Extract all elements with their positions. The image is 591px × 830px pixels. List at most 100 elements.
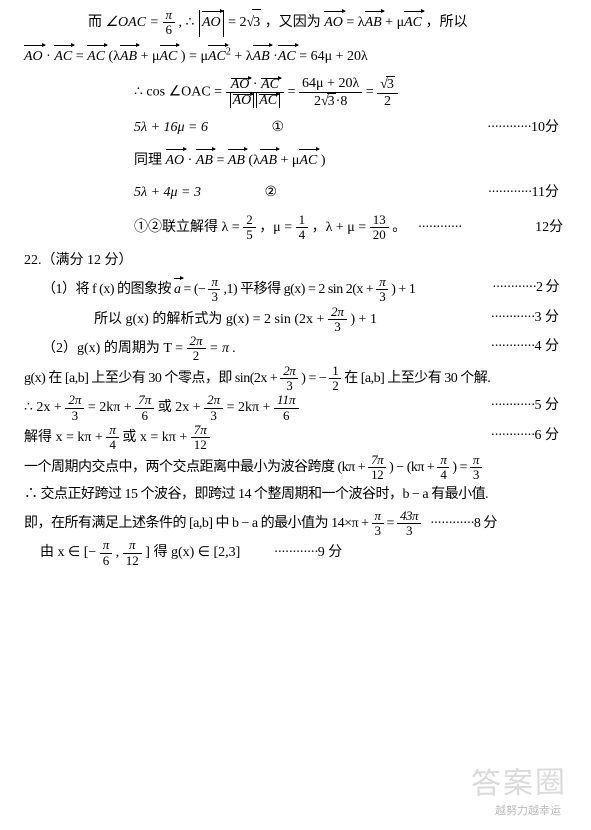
vec: AB: [365, 10, 382, 37]
frac: π3: [470, 453, 482, 483]
frac: 11π6: [274, 393, 299, 423]
eq: =: [288, 85, 299, 100]
sqrt3: 3: [247, 9, 262, 37]
txt: ，又因为: [265, 15, 321, 30]
frac-2-5: 25: [243, 213, 256, 243]
vec: AC: [278, 44, 296, 71]
txt: = 2kπ +: [88, 400, 132, 415]
txt: + μ: [385, 15, 404, 30]
dot: ·: [188, 153, 193, 168]
q22-head: 22.（满分 12 分）: [24, 248, 567, 275]
txt: = (−: [184, 282, 206, 297]
frac-1-4: 14: [296, 213, 309, 243]
abs-AO: AO: [199, 10, 224, 37]
line-01: 而 ∠OAC = π 6 , ∴ AO = 23 ，又因为 AO = λAB +…: [88, 8, 567, 38]
frac: π12: [123, 538, 142, 568]
line-03: ∴ cos ∠OAC = AO · AC AOAC = 64μ + 20λ 23…: [134, 76, 567, 109]
eq: =: [216, 153, 227, 168]
txt: ∠OAC =: [106, 15, 160, 30]
txt: 。: [392, 220, 406, 235]
txt: （2）g(x) 的周期为 T =: [42, 341, 183, 356]
txt: 在 [a,b] 上至少有 30 个解.: [344, 371, 490, 386]
txt: ): [321, 153, 326, 168]
line-05: 同理 AO · AB = AB (λAB + μAC ): [134, 148, 567, 175]
frac: 43π3: [397, 509, 421, 539]
txt: ①②联立解得 λ =: [134, 220, 240, 235]
txt: ,1) 平移得 g(x) = 2 sin 2(x +: [223, 282, 373, 297]
frac-13-20: 1320: [370, 213, 389, 243]
score-11: 11分: [488, 180, 559, 207]
frac: 2π3: [204, 393, 223, 423]
vec: AC: [208, 44, 226, 71]
score-12: 12分: [535, 215, 563, 242]
q22-min: 即，在所有满足上述条件的 [a,b] 中 b − a 的最小值为 14×π + …: [24, 509, 567, 539]
txt: 即，在所有满足上述条件的 [a,b] 中 b − a 的最小值为 14×π +: [24, 516, 369, 531]
txt: ，所以: [425, 15, 467, 30]
txt: 所以 g(x) 的解析式为 g(x) = 2 sin (2x +: [94, 312, 324, 327]
vec: AB: [120, 44, 137, 71]
vec: AC: [299, 148, 317, 175]
frac: π6: [100, 538, 113, 568]
txt: 由 x ∈ [−: [40, 545, 96, 560]
frac: π4: [437, 453, 449, 483]
txt: ) = μ: [181, 49, 208, 64]
frac: 7π12: [191, 423, 210, 453]
frac-pi-3a: π3: [208, 275, 220, 305]
txt: ) + 1: [350, 312, 377, 327]
txt: ，λ + μ =: [312, 220, 367, 235]
txt: , ∴: [179, 15, 195, 30]
page: 而 ∠OAC = π 6 , ∴ AO = 23 ，又因为 AO = λAB +…: [0, 0, 591, 830]
txt: (λ: [109, 49, 120, 64]
vec: AO: [324, 10, 343, 37]
line-02: AO · AC = AC (λAB + μAC ) = μAC2 + λAB ·…: [24, 44, 567, 71]
frac-big: AO · AC AOAC: [226, 77, 285, 109]
vec: AC: [54, 44, 72, 71]
score-5: 5 分: [491, 393, 559, 420]
txt: ，μ =: [259, 220, 292, 235]
score-8: 8 分: [430, 516, 497, 531]
frac: π4: [106, 423, 119, 453]
vec: AC: [87, 44, 105, 71]
score-3: 3 分: [491, 305, 559, 332]
q22-valley: ∴ 交点正好跨过 15 个波谷，即跨过 14 个整周期和一个波谷时，b − a …: [24, 482, 567, 509]
frac-2pi-2: 2π2: [187, 334, 206, 364]
frac: 2π3: [65, 393, 84, 423]
vec: AC: [404, 10, 422, 37]
txt: + μ: [141, 49, 160, 64]
txt: = π .: [209, 341, 236, 356]
watermark-sub: 越努力越幸运: [495, 801, 561, 822]
sq: 2: [226, 46, 231, 57]
frac-pi-3b: π3: [376, 275, 388, 305]
vec: AO: [24, 44, 43, 71]
frac-mid: 64μ + 20λ 23·8: [299, 76, 362, 109]
vec: AC: [160, 44, 178, 71]
dot: ·: [46, 49, 51, 64]
eq: =: [387, 516, 397, 531]
txt: （1）将 f (x) 的图象按: [42, 282, 171, 297]
txt: 同理: [134, 153, 162, 168]
vec: AO: [166, 148, 185, 175]
txt: 而: [88, 15, 102, 30]
score-2: 2 分: [492, 275, 559, 302]
q22-solvex: 解得 x = kπ + π4 或 x = kπ + 7π12 6 分: [24, 423, 567, 453]
score-9: 9 分: [274, 545, 342, 560]
frac-pi-6: π 6: [163, 8, 176, 38]
vec: AB: [228, 148, 245, 175]
txt: ) − (kπ +: [389, 460, 434, 475]
q22-therefore: ∴ 2x + 2π3 = 2kπ + 7π6 或 2x + 2π3 = 2kπ …: [24, 393, 567, 423]
q22-2a: （2）g(x) 的周期为 T = 2π2 = π . 4 分: [42, 334, 567, 364]
txt: + λ: [234, 49, 252, 64]
txt: ) = −: [301, 371, 326, 386]
txt: 5λ + 16μ = 6: [134, 120, 208, 135]
txt: (λ: [248, 153, 259, 168]
vec-a: a: [174, 277, 181, 304]
q22-range: 由 x ∈ [− π6 , π12 ] 得 g(x) ∈ [2,3] 9 分: [24, 538, 567, 568]
circ-2: ②: [265, 180, 278, 207]
txt: ) =: [452, 460, 467, 475]
frac: π3: [372, 509, 384, 539]
eq: =: [366, 85, 377, 100]
line-04: 5λ + 16μ = 6 ① 10分: [134, 115, 567, 142]
q22-1b: 所以 g(x) 的解析式为 g(x) = 2 sin (2x + 2π3 ) +…: [94, 305, 567, 335]
frac-2pi-3b: 2π3: [280, 364, 298, 394]
q22-cross: 一个周期内交点中，两个交点距离中最小为波谷跨度 (kπ + 7π12 ) − (…: [24, 453, 567, 483]
